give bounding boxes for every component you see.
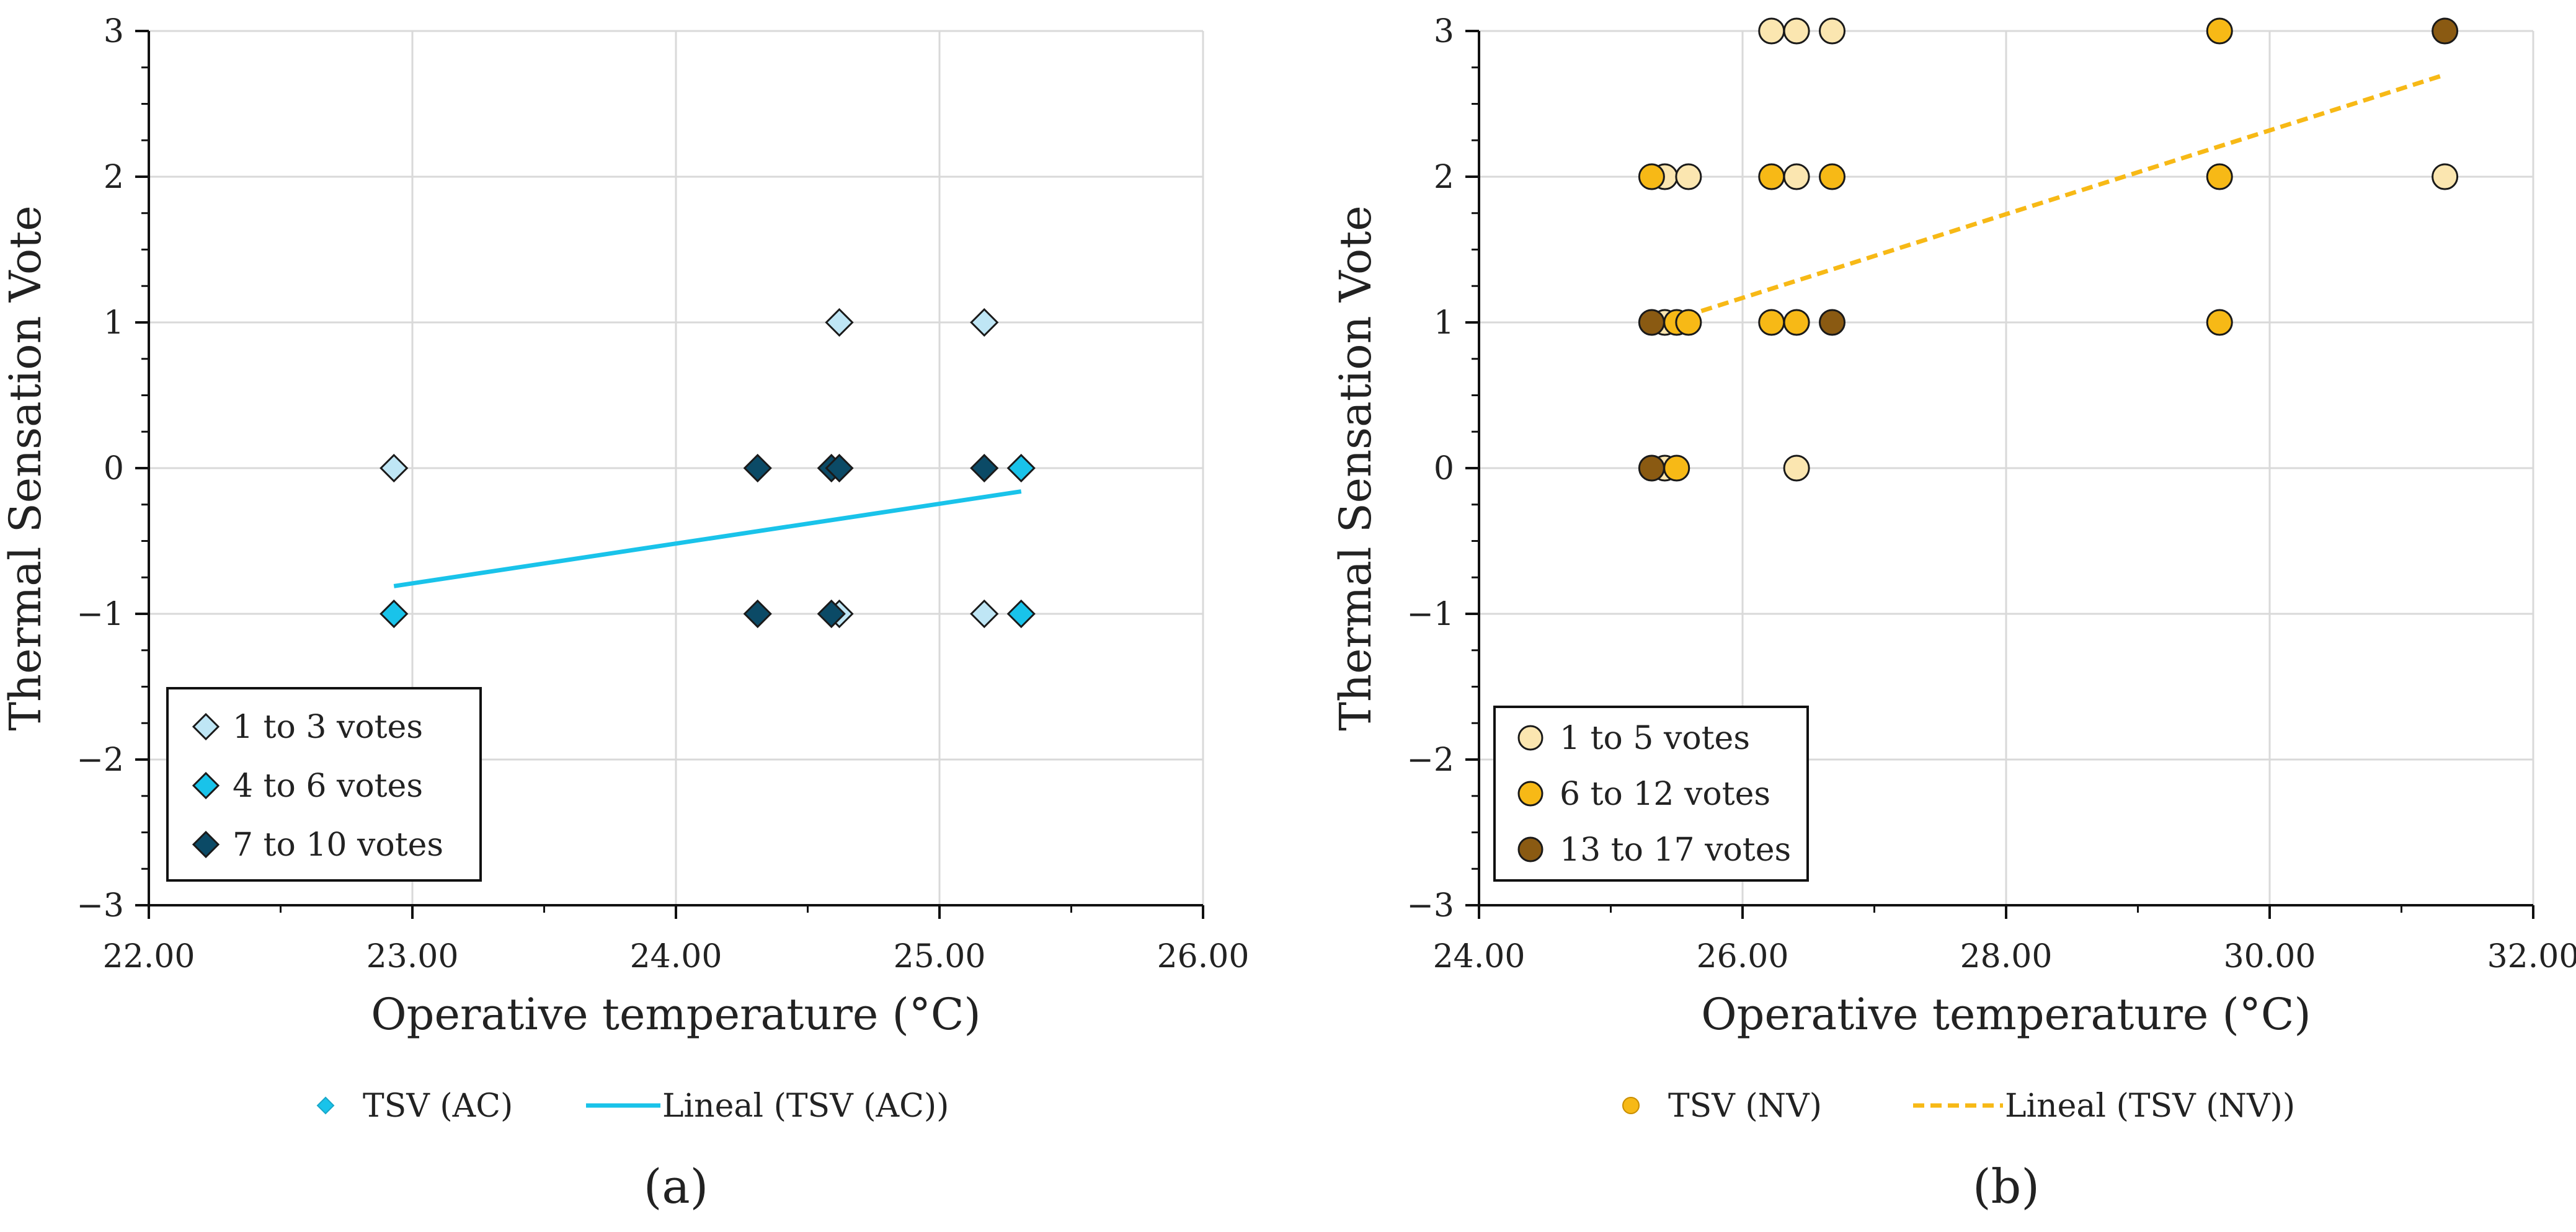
data-point-light xyxy=(825,308,854,337)
legend-marker xyxy=(192,771,220,800)
y-tick-label: −1 xyxy=(1406,596,1454,633)
y-tick-label: −2 xyxy=(1406,742,1454,779)
x-tick-label: 24.00 xyxy=(1433,938,1526,975)
legend-marker xyxy=(1517,725,1543,751)
x-tick-label: 28.00 xyxy=(1960,938,2053,975)
data-point-mid xyxy=(1663,454,1690,482)
data-point-light xyxy=(970,308,999,337)
data-point-mid xyxy=(380,599,409,629)
x-tick-label: 25.00 xyxy=(894,938,986,975)
outer-legend-series-label: TSV (NV) xyxy=(1668,1088,1822,1125)
y-tick-label: 1 xyxy=(1434,304,1454,342)
data-point-mid xyxy=(1675,309,1702,336)
trendline xyxy=(393,489,1022,588)
data-point-mid xyxy=(2206,17,2233,45)
data-point-mid xyxy=(1758,309,1785,336)
legend-entry-label: 6 to 12 votes xyxy=(1560,776,1770,813)
data-point-dark xyxy=(817,599,846,629)
inner-legend-box xyxy=(1493,706,1809,882)
outer-legend-trend-label: Lineal (TSV (NV)) xyxy=(2005,1088,2295,1125)
data-point-light xyxy=(970,599,999,629)
y-tick-label: −2 xyxy=(76,742,124,779)
legend-entry-label: 1 to 5 votes xyxy=(1560,720,1750,757)
data-point-mid xyxy=(2206,163,2233,190)
y-tick-label: −3 xyxy=(1406,887,1454,924)
x-axis-title: Operative temperature (°C) xyxy=(1701,989,2311,1040)
data-point-dark xyxy=(1819,309,1845,336)
x-tick-label: 26.00 xyxy=(1157,938,1250,975)
trendline xyxy=(1651,73,2446,329)
data-point-light xyxy=(1819,17,1845,45)
x-tick-label: 32.00 xyxy=(2487,938,2576,975)
x-tick-label: 30.00 xyxy=(2224,938,2316,975)
y-axis-title: Thermal Sensation Vote xyxy=(0,205,51,730)
y-tick-label: 3 xyxy=(1434,13,1454,50)
legend-entry-label: 13 to 17 votes xyxy=(1560,831,1791,869)
y-axis-title: Thermal Sensation Vote xyxy=(1330,205,1381,730)
legend-marker xyxy=(192,712,220,741)
legend-marker xyxy=(1517,836,1543,862)
data-point-dark xyxy=(1638,309,1665,336)
y-tick-label: 2 xyxy=(104,159,124,196)
data-point-dark xyxy=(970,453,999,483)
y-tick-label: −3 xyxy=(76,887,124,924)
legend-marker xyxy=(1517,781,1543,807)
x-tick-label: 22.00 xyxy=(103,938,195,975)
data-point-mid xyxy=(1006,599,1036,629)
data-point-light xyxy=(1783,454,1810,482)
outer-legend-series-label: TSV (AC) xyxy=(363,1088,513,1125)
x-tick-label: 26.00 xyxy=(1697,938,1789,975)
y-tick-label: 2 xyxy=(1434,159,1454,196)
data-point-light xyxy=(2432,163,2459,190)
legend-entry-label: 1 to 3 votes xyxy=(233,709,423,746)
data-point-mid xyxy=(1819,163,1845,190)
panel-label: (a) xyxy=(644,1159,709,1214)
x-tick-label: 23.00 xyxy=(366,938,459,975)
panel-b: −3 −2 −1 0 1 2 3 24.00 26.00 28.00 30.00 32.00 Opera… xyxy=(1330,13,2576,1214)
data-point-light xyxy=(1783,17,1810,45)
legend-entry-label: 7 to 10 votes xyxy=(233,827,443,864)
data-point-mid xyxy=(1638,163,1665,190)
outer-legend-marker xyxy=(316,1096,335,1115)
inner-legend-box xyxy=(166,687,482,882)
data-point-dark xyxy=(743,453,772,483)
outer-legend-trend-label: Lineal (TSV (AC)) xyxy=(662,1088,949,1125)
data-point-dark xyxy=(743,599,772,629)
data-point-light xyxy=(1758,17,1785,45)
data-point-dark xyxy=(1638,454,1665,482)
y-tick-label: 1 xyxy=(104,304,124,342)
outer-legend-marker xyxy=(1622,1097,1640,1114)
x-axis-title: Operative temperature (°C) xyxy=(371,989,980,1040)
data-point-light xyxy=(1675,163,1702,190)
legend-entry-label: 4 to 6 votes xyxy=(233,768,423,805)
data-point-mid xyxy=(1758,163,1785,190)
legend-marker xyxy=(192,830,220,859)
data-point-dark xyxy=(2432,17,2459,45)
data-point-light xyxy=(1783,163,1810,190)
panel-a: −3 −2 −1 0 1 2 3 22.00 23.00 24.00 25.00 26.00 Opera… xyxy=(0,13,1249,1214)
x-tick-label: 24.00 xyxy=(630,938,722,975)
y-tick-label: −1 xyxy=(76,596,124,633)
panel-label: (b) xyxy=(1973,1159,2040,1214)
y-tick-label: 3 xyxy=(104,13,124,50)
y-tick-label: 0 xyxy=(104,450,124,487)
y-tick-label: 0 xyxy=(1434,450,1454,487)
data-point-mid xyxy=(2206,309,2233,336)
data-point-dark xyxy=(825,453,854,483)
data-point-mid xyxy=(1006,453,1036,483)
data-point-light xyxy=(380,453,409,483)
data-point-mid xyxy=(1783,309,1810,336)
